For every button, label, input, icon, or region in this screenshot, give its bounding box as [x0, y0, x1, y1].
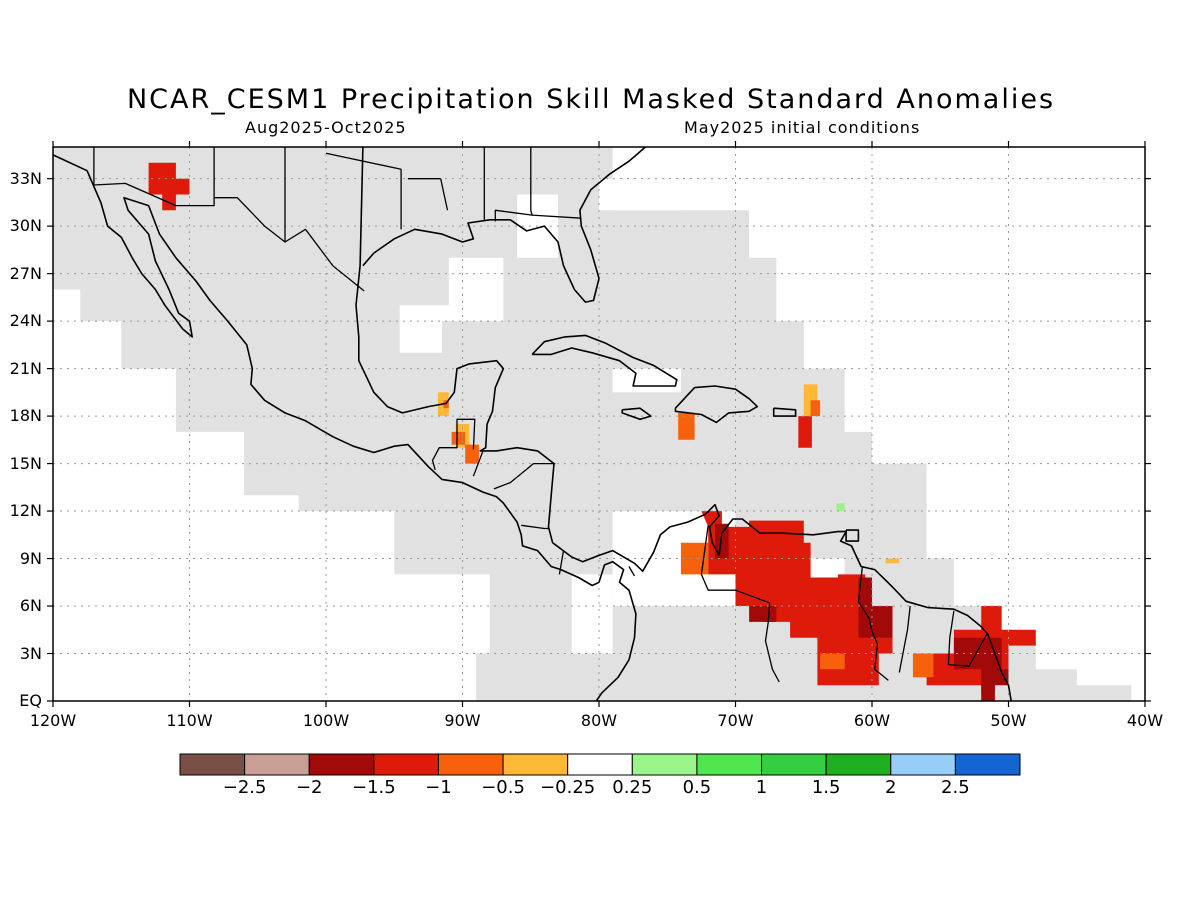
colorbar-swatch [825, 753, 892, 776]
colorbar-swatch [696, 753, 763, 776]
skill-mask-region [476, 653, 558, 701]
colorbar-label: −0.25 [540, 777, 596, 798]
lon-tick-label: 80W [580, 711, 618, 730]
lat-tick-label: 24N [9, 311, 42, 331]
anomaly-patch [885, 558, 900, 564]
colorbar-label: −1 [425, 777, 452, 798]
colorbar-label: 0.5 [682, 777, 712, 798]
country-border [532, 214, 582, 219]
country-border [493, 462, 556, 490]
skill-mask-region [53, 147, 1132, 701]
country-border [521, 524, 549, 530]
colorbar-label: 2.5 [941, 777, 970, 798]
colorbar-label: −1.5 [351, 777, 396, 798]
country-border [472, 450, 484, 477]
colorbar-swatch [567, 753, 633, 776]
unmasked-region [571, 574, 613, 654]
map-title: NCAR_CESM1 Precipitation Skill Masked St… [126, 84, 1056, 115]
anomaly-patch [798, 416, 812, 448]
unmasked-region [612, 368, 681, 393]
coastlines [52, 146, 1012, 702]
skill-mask-layer [53, 147, 1132, 701]
colorbar-swatch [631, 753, 698, 776]
colorbar-swatch [244, 753, 310, 776]
colorbar-swatch [308, 753, 375, 776]
colorbar-label: −2 [295, 777, 323, 798]
lat-tick-label: 21N [9, 358, 42, 378]
lat-tick-label: 30N [9, 216, 42, 236]
lon-tick-label: 110W [166, 711, 213, 730]
colorbar-swatch [179, 753, 246, 776]
anomaly-patch [749, 606, 777, 622]
lat-tick-label: 6N [19, 596, 42, 616]
init-label: May2025 initial conditions [684, 118, 921, 137]
lon-tick-label: 70W [717, 711, 754, 730]
colorbar-swatch [890, 753, 956, 776]
colorbar [179, 753, 1021, 776]
coastline [362, 146, 646, 303]
colorbar-label: 0.25 [612, 777, 653, 798]
colorbar-swatch [954, 753, 1021, 776]
country-border [93, 182, 365, 292]
colorbar-swatch [761, 753, 827, 776]
lon-tick-label: 50W [990, 711, 1027, 730]
colorbar-label: 1.5 [811, 777, 841, 798]
colorbar-label: −2.5 [222, 777, 267, 798]
anomaly-layer [148, 162, 1036, 701]
anomaly-patch [678, 412, 695, 440]
lat-tick-label: 27N [9, 263, 42, 283]
lat-tick-label: 12N [9, 501, 42, 521]
colorbar-label: 2 [885, 777, 897, 798]
country-border [628, 566, 636, 577]
lon-tick-label: 90W [444, 711, 481, 730]
coastline [772, 407, 797, 417]
anomaly-patch [810, 400, 821, 417]
anomaly-patch [148, 162, 190, 211]
season-label: Aug2025-Oct2025 [245, 118, 407, 137]
country-border [947, 610, 955, 665]
anomaly-patch [912, 653, 934, 678]
anomaly-patch [858, 577, 893, 638]
colorbar-label: 1 [755, 777, 768, 798]
colorbar-swatch [502, 753, 569, 776]
coastline [531, 334, 678, 387]
axis-ticks [47, 141, 1151, 707]
unmasked-region [448, 257, 504, 322]
lat-tick-label: 33N [9, 168, 42, 188]
coastline [355, 146, 1012, 702]
country-border [431, 418, 476, 471]
country-border [700, 525, 780, 683]
anomaly-patch [701, 511, 893, 686]
lon-tick-label: 100W [302, 711, 350, 730]
anomaly-patch [836, 503, 845, 512]
country-border [857, 566, 889, 681]
country-border [948, 634, 988, 667]
coastline [52, 154, 637, 702]
coastline [845, 529, 860, 542]
country-border [558, 550, 565, 575]
anomaly-patch [820, 653, 845, 670]
colorbar-swatch [373, 753, 439, 776]
colorbar-label: −0.5 [481, 777, 525, 798]
country-border [898, 605, 911, 673]
lat-tick-label: 18N [9, 406, 42, 426]
coastline [674, 385, 759, 424]
anomaly-patch [451, 431, 479, 464]
colorbar-swatch [437, 753, 504, 776]
lon-tick-label: 40W [1126, 711, 1164, 730]
lat-tick-label: 9N [19, 548, 42, 568]
graticule [53, 147, 1145, 701]
unmasked-region [599, 178, 681, 211]
lat-tick-label: 15N [9, 453, 42, 473]
country-border [440, 178, 449, 211]
lat-tick-label: EQ [19, 691, 42, 710]
country-border [325, 152, 402, 170]
lon-tick-label: 120W [29, 711, 77, 730]
anomaly-patch [680, 542, 709, 575]
anomaly-patch [715, 523, 729, 559]
lat-tick-label: 3N [19, 643, 42, 663]
lon-tick-label: 60W [853, 711, 891, 730]
coastline [621, 407, 652, 421]
